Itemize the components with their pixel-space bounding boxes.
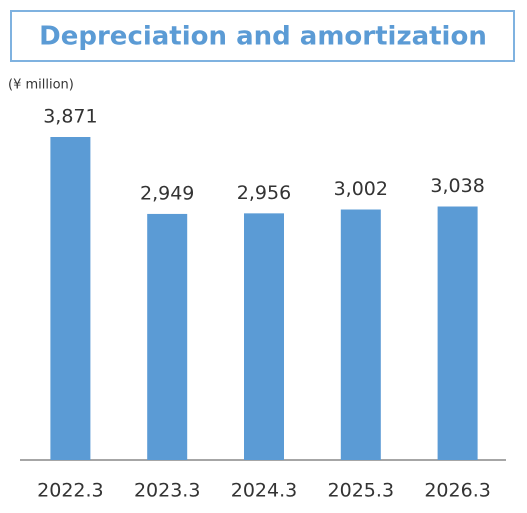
value-label: 3,871 [43, 106, 97, 128]
value-label: 3,002 [334, 178, 388, 200]
x-tick-label: 2022.3 [37, 480, 103, 502]
x-tick-label: 2023.3 [134, 480, 200, 502]
chart-title: Depreciation and amortization [39, 22, 487, 52]
bar [50, 137, 91, 460]
value-label: 2,956 [237, 182, 291, 204]
bar [147, 213, 188, 460]
value-label: 2,949 [140, 182, 194, 204]
title-box [10, 10, 515, 62]
x-tick-label: 2024.3 [231, 480, 297, 502]
bar [340, 209, 381, 460]
x-tick-label: 2026.3 [424, 480, 490, 502]
bar [437, 206, 478, 460]
x-tick-label: 2025.3 [328, 480, 394, 502]
unit-label: (¥ million) [8, 78, 74, 93]
value-label: 3,038 [430, 175, 484, 197]
bar [244, 213, 284, 460]
